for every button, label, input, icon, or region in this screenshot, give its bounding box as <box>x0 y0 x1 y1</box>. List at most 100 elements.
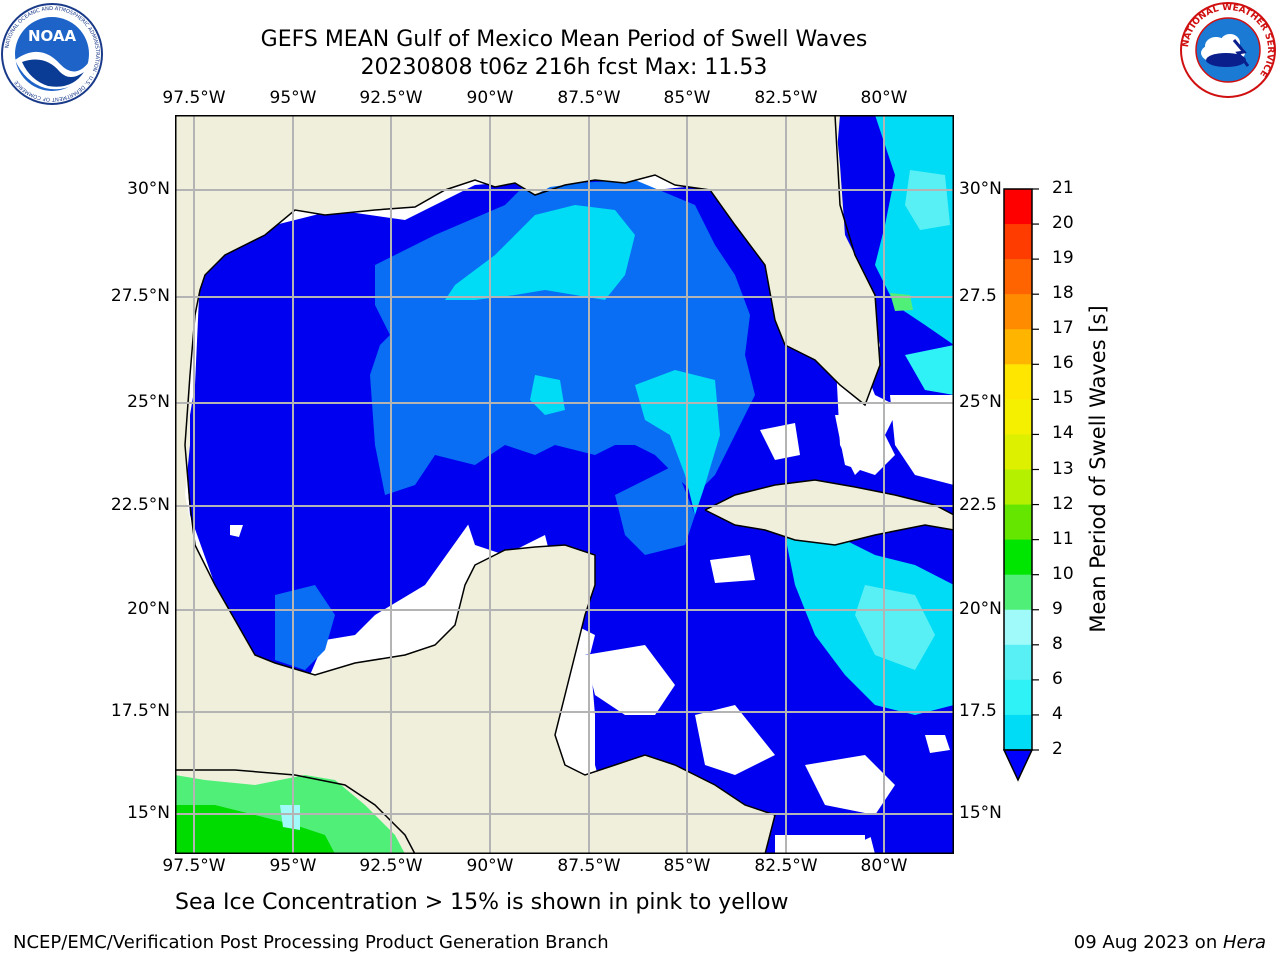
colorbar-tick-label-6: 6 <box>1052 668 1063 689</box>
lon-label-bottom-5: 85°W <box>663 856 711 876</box>
lon-label-top-0: 97.5°W <box>162 88 226 108</box>
coastline-gulf <box>184 115 881 506</box>
colorbar-tick-label-10: 10 <box>1052 563 1074 584</box>
lat-label-left-6: 15°N <box>127 803 170 823</box>
colorbar-band-20 <box>1004 224 1032 260</box>
nodata-caribbean-3 <box>695 705 775 775</box>
land-us-gulf-coast <box>175 115 954 854</box>
svg-text:NOAA: NOAA <box>28 27 77 45</box>
lat-label-right-1: 27.5 <box>959 286 997 306</box>
coastline-cuba <box>704 479 954 546</box>
coastline-central-america <box>175 769 416 854</box>
colorbar-tick-label-17: 17 <box>1052 318 1074 339</box>
nodata-caribbean-4 <box>805 755 895 815</box>
lon-label-bottom-3: 90°W <box>466 856 514 876</box>
swell-field-cyan-3 <box>530 375 565 415</box>
colorbar-band-9 <box>1004 609 1032 646</box>
nodata-south <box>775 835 865 854</box>
map-gridlines <box>175 115 954 854</box>
coastline-mexico <box>189 504 776 854</box>
swell-field-lightcyan <box>905 170 950 230</box>
map-frame <box>175 115 954 854</box>
colorbar-band-4 <box>1004 714 1032 751</box>
colorbar-band-17 <box>1004 329 1032 365</box>
colorbar-tick-label-15: 15 <box>1052 388 1074 409</box>
colorbar-band-16 <box>1004 364 1032 400</box>
lat-label-right-6: 15°N <box>959 803 1002 823</box>
swell-field-cyan-1 <box>445 205 635 300</box>
nodata-gulf-1 <box>230 525 243 537</box>
land-florida <box>705 115 880 395</box>
colorbar-band-11 <box>1004 539 1032 576</box>
colorbar-tick-label-11: 11 <box>1052 528 1074 549</box>
lat-label-right-5: 17.5 <box>959 701 997 721</box>
swell-field-medium-blue-2 <box>275 585 335 670</box>
lon-label-bottom-6: 82.5°W <box>754 856 818 876</box>
colorbar-band-15 <box>1004 399 1032 435</box>
colorbar-band-14 <box>1004 434 1032 470</box>
nodata-gulf-2 <box>925 735 950 753</box>
nodata-bahamas <box>890 395 954 485</box>
colorbar-tick-label-20: 20 <box>1052 213 1074 234</box>
lat-label-right-0: 30°N <box>959 179 1002 199</box>
map-panel <box>175 115 954 854</box>
nodata-caribbean-2 <box>585 645 675 715</box>
lat-label-left-1: 27.5°N <box>110 286 170 306</box>
credit-line: NCEP/EMC/Verification Post Processing Pr… <box>13 932 609 953</box>
lon-label-bottom-7: 80°W <box>860 856 908 876</box>
lat-label-right-2: 25°N <box>959 392 1002 412</box>
lat-label-right-4: 20°N <box>959 599 1002 619</box>
host-name: Hera <box>1222 932 1266 953</box>
colorbar-band-8 <box>1004 644 1032 681</box>
swell-field-lightcyan-pacific <box>280 805 300 830</box>
colorbar-tick-label-8: 8 <box>1052 633 1063 654</box>
lon-label-top-4: 87.5°W <box>557 88 621 108</box>
colorbar-band-10 <box>1004 574 1032 611</box>
colorbar-tick-label-2: 2 <box>1052 739 1063 759</box>
lon-label-top-7: 80°W <box>860 88 908 108</box>
colorbar-tick-label-18: 18 <box>1052 283 1074 304</box>
lon-label-bottom-0: 97.5°W <box>162 856 226 876</box>
colorbar-title: Mean Period of Swell Waves [s] <box>1086 305 1110 633</box>
land-cuba <box>705 480 954 545</box>
lon-label-top-2: 92.5°W <box>359 88 423 108</box>
colorbar-band-13 <box>1004 469 1032 506</box>
lon-label-top-5: 85°W <box>663 88 711 108</box>
swell-field-cyan-2 <box>635 370 720 515</box>
colorbar-tick-label-19: 19 <box>1052 248 1074 269</box>
lon-label-top-3: 90°W <box>466 88 514 108</box>
lon-label-top-1: 95°W <box>269 88 317 108</box>
lon-label-bottom-2: 92.5°W <box>359 856 423 876</box>
swell-field-green-dark <box>175 805 335 854</box>
lon-label-bottom-4: 87.5°W <box>557 856 621 876</box>
colorbar-tick-label-14: 14 <box>1052 423 1074 444</box>
colorbar-band-12 <box>1004 504 1032 541</box>
nodata-yucatan-channel <box>760 423 800 460</box>
lat-label-left-2: 25°N <box>127 392 170 412</box>
nws-logo: NATIONAL WEATHER SERVICE <box>1178 0 1278 100</box>
lat-label-left-5: 17.5°N <box>110 701 170 721</box>
colorbar-tick-label-21: 21 <box>1052 178 1074 198</box>
colorbar-band-6 <box>1004 679 1032 716</box>
swell-field-cyan-atlantic-2 <box>905 345 954 395</box>
nodata-caribbean-1 <box>710 555 755 583</box>
colorbar-band-21 <box>1004 189 1032 225</box>
lat-label-left-0: 30°N <box>127 179 170 199</box>
noaa-logo: NOAA NATIONAL OCEANIC AND ATMOSPHERIC AD… <box>0 2 104 106</box>
nodata-caribbean-5 <box>835 415 895 475</box>
swell-field-medium-blue-3 <box>615 465 695 555</box>
date-line: 09 Aug 2023 on Hera <box>1074 932 1266 953</box>
map-title: GEFS MEAN Gulf of Mexico Mean Period of … <box>260 27 868 52</box>
colorbar-tick-label-9: 9 <box>1052 598 1063 619</box>
lat-label-right-3: 22.5 <box>959 495 997 515</box>
colorbar-tick-label-13: 13 <box>1052 458 1074 479</box>
lon-label-top-6: 82.5°W <box>754 88 818 108</box>
swell-field-lightcyan-2 <box>855 585 935 670</box>
colorbar-band-18 <box>1004 294 1032 330</box>
colorbar-tick-label-16: 16 <box>1052 353 1074 374</box>
colorbar-tick-label-12: 12 <box>1052 493 1074 514</box>
lat-label-left-4: 20°N <box>127 599 170 619</box>
colorbar-tick-label-4: 4 <box>1052 703 1063 724</box>
colorbar-band-19 <box>1004 259 1032 295</box>
map-subtitle: 20230808 t06z 216h fcst Max: 11.53 <box>360 55 768 80</box>
